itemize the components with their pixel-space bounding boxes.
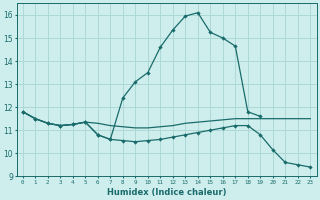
X-axis label: Humidex (Indice chaleur): Humidex (Indice chaleur) bbox=[107, 188, 226, 197]
